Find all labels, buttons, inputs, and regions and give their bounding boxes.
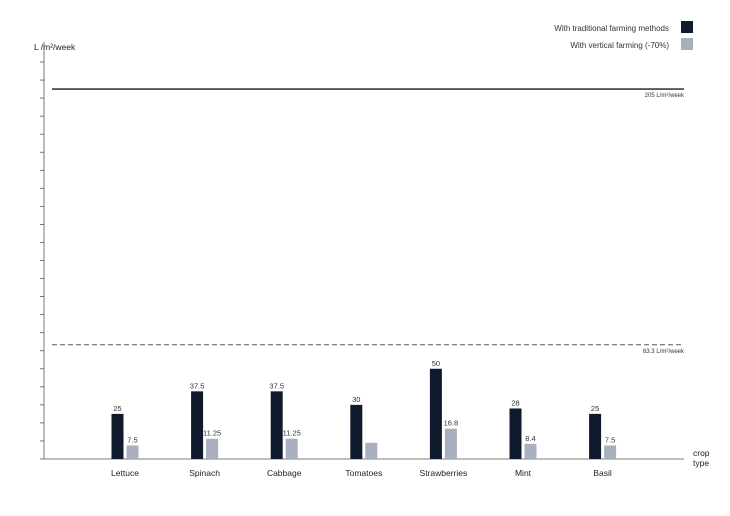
data-label: 7.5 [127, 435, 137, 444]
y-axis-label: L /m²/week [34, 42, 76, 52]
reference-lines: 205 L/m²/week 63.3 L/m²/week [52, 88, 685, 355]
bar-vertical [604, 445, 617, 459]
data-label: 11.25 [203, 429, 221, 438]
reference-line-label: 205 L/m²/week [645, 93, 685, 99]
data-label: 8.4 [525, 434, 535, 443]
bar-vertical [524, 443, 537, 459]
x-tick-label: Lettuce [111, 468, 139, 478]
reference-line-label: 63.3 L/m²/week [643, 349, 685, 355]
bar-vertical [285, 438, 298, 459]
x-tick-label: Cabbage [267, 468, 302, 478]
data-label: 7.5 [605, 435, 615, 444]
legend-label: With traditional farming methods [554, 24, 669, 33]
bar-traditional [509, 408, 522, 459]
x-tick-label: Mint [515, 468, 532, 478]
x-tick-label: Basil [593, 468, 612, 478]
data-label: 37.5 [190, 381, 205, 390]
x-tick-label: Spinach [189, 468, 220, 478]
bar-vertical [444, 428, 457, 459]
bar-vertical [365, 442, 378, 459]
data-label: 16.8 [444, 419, 459, 428]
bar-traditional [589, 413, 602, 459]
data-label: 11.25 [283, 429, 301, 438]
bar-vertical [126, 445, 139, 459]
legend-swatch [681, 21, 693, 33]
bar-traditional [350, 404, 363, 459]
data-label: 25 [113, 404, 121, 413]
labels: 25 7.5 Lettuce 37.5 11.25 Spinach 37.5 11.25 Cab… [111, 359, 615, 478]
x-tick-label: Strawberries [420, 468, 468, 478]
x-axis-label: crop type [693, 448, 710, 468]
legend: With traditional farming methods With ver… [554, 21, 693, 50]
data-label: 50 [432, 359, 440, 368]
bar-traditional [111, 413, 124, 459]
data-label: 37.5 [269, 381, 284, 390]
data-label: 30 [352, 395, 360, 404]
legend-label: With vertical farming (-70%) [570, 41, 669, 50]
bar-vertical [206, 438, 219, 459]
data-label: 25 [591, 404, 599, 413]
bar-traditional [191, 391, 204, 459]
data-label: 28 [511, 398, 519, 407]
bars [111, 368, 617, 459]
axes: L /m²/week crop type [34, 42, 710, 468]
bar-traditional [429, 368, 442, 459]
x-tick-label: Tomatoes [345, 468, 382, 478]
bar-traditional [270, 391, 283, 459]
legend-swatch [681, 38, 693, 50]
